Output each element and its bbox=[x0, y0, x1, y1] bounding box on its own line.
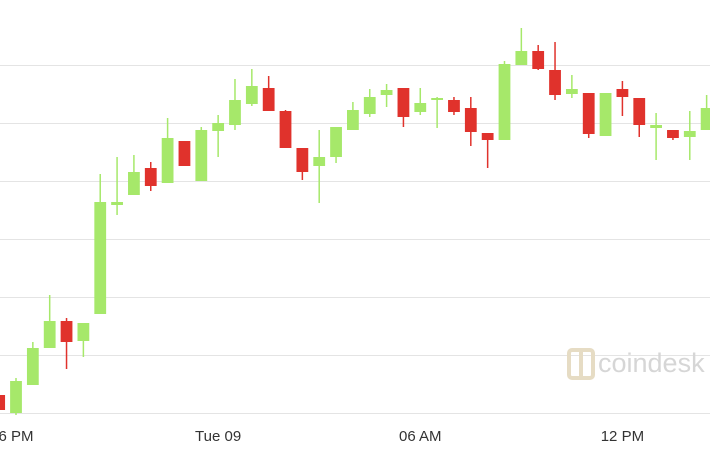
candle-body bbox=[498, 64, 511, 140]
candle-body bbox=[431, 98, 444, 100]
candles bbox=[0, 28, 710, 415]
candle-body bbox=[111, 202, 123, 205]
candle-body bbox=[212, 123, 225, 131]
candle-body bbox=[10, 381, 22, 413]
candle-body bbox=[43, 321, 56, 348]
x-tick-label: 6 PM bbox=[0, 428, 34, 445]
candle-body bbox=[60, 321, 73, 342]
candle-body bbox=[616, 89, 629, 97]
candle-body bbox=[279, 111, 292, 148]
candle-body bbox=[195, 130, 208, 181]
candle-body bbox=[26, 348, 39, 385]
candle-body bbox=[296, 148, 309, 172]
candle-body bbox=[380, 90, 393, 95]
candle-body bbox=[330, 127, 342, 157]
candle-body bbox=[346, 110, 359, 130]
candle-body bbox=[633, 98, 646, 125]
candle-body bbox=[363, 97, 376, 114]
candle-body bbox=[0, 395, 6, 410]
candle-body bbox=[414, 103, 427, 112]
candle-body bbox=[464, 108, 477, 132]
candle-body bbox=[650, 125, 662, 128]
x-tick-label: 06 AM bbox=[399, 428, 442, 445]
candle-body bbox=[683, 131, 696, 137]
watermark-logo bbox=[567, 348, 595, 380]
candle-body bbox=[144, 168, 157, 186]
candle-body bbox=[397, 88, 410, 117]
x-tick-label: Tue 09 bbox=[195, 428, 241, 445]
watermark-text: coindesk bbox=[598, 348, 705, 378]
watermark: coindesk bbox=[567, 348, 705, 380]
candle-body bbox=[77, 323, 90, 341]
candle-body bbox=[582, 93, 595, 134]
candle-body bbox=[700, 108, 710, 130]
candle-body bbox=[128, 172, 140, 195]
candle-body bbox=[565, 89, 578, 94]
candle-body bbox=[532, 51, 545, 69]
candle-body bbox=[549, 70, 561, 95]
candle-body bbox=[667, 130, 679, 138]
candle-body bbox=[481, 133, 494, 140]
candle-body bbox=[599, 93, 612, 136]
candle-body bbox=[313, 157, 326, 166]
candle-body bbox=[262, 88, 275, 111]
candle-body bbox=[229, 100, 241, 125]
x-tick-label: 12 PM bbox=[601, 428, 644, 445]
candle-body bbox=[94, 202, 107, 314]
candle-body bbox=[178, 141, 191, 166]
candle-body bbox=[448, 100, 460, 112]
candle-body bbox=[161, 138, 174, 183]
candle-body bbox=[515, 51, 528, 65]
candle-body bbox=[245, 86, 258, 104]
